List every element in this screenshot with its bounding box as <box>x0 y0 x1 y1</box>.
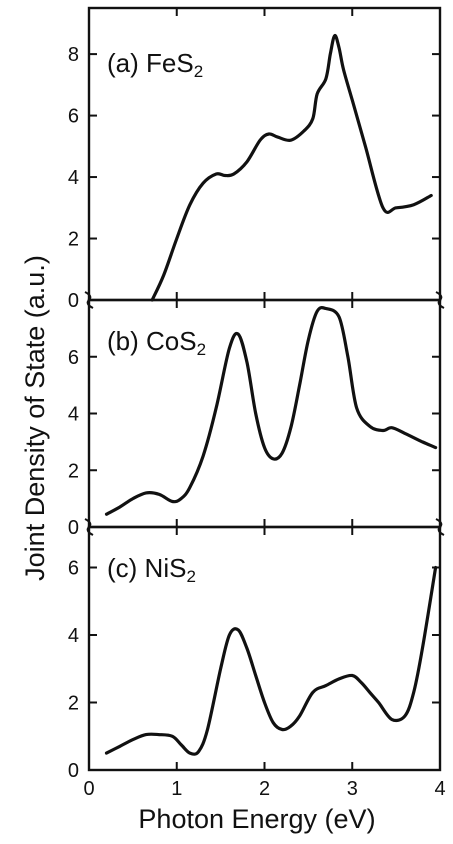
y-tick-label: 0 <box>68 760 79 782</box>
series-line <box>104 565 438 756</box>
axis-break-mark <box>435 291 445 309</box>
y-tick-label: 0 <box>68 517 79 539</box>
panel-label: (a) FeS2 <box>107 48 203 81</box>
panel-label-subscript: 2 <box>186 567 195 586</box>
y-tick-label: 4 <box>68 625 79 647</box>
panel-a: 0 2 4 6 8 (a) FeS2 <box>68 6 442 312</box>
x-tick-label: 2 <box>259 778 270 800</box>
y-tick-label: 6 <box>68 558 79 580</box>
y-tick-label: 4 <box>68 404 79 426</box>
panel-label-subscript: 2 <box>194 62 203 81</box>
panel-c: 0 2 4 6 (c) NiS2 <box>68 525 442 782</box>
x-tick-label: 4 <box>434 778 445 800</box>
y-tick-label: 2 <box>68 693 79 715</box>
axis-break-mark <box>435 518 445 536</box>
y-tick-label: 8 <box>68 44 79 66</box>
x-tick-label: 0 <box>83 778 94 800</box>
panel-b: 0 2 4 6 (b) CoS2 <box>68 298 442 539</box>
x-tick-label: 3 <box>347 778 358 800</box>
x-axis-title: Photon Energy (eV) <box>138 804 375 834</box>
x-tick-label: 1 <box>171 778 182 800</box>
panel-label: (b) CoS2 <box>107 326 206 359</box>
panels-group: 0 2 4 6 8 (a) FeS2 0 2 4 6 (b) CoS2 0 2 4 6 (c) NiS2 0 1 2… <box>68 6 446 800</box>
y-tick-label: 6 <box>68 106 79 128</box>
y-tick-label: 2 <box>68 460 79 482</box>
panel-label: (c) NiS2 <box>107 553 196 586</box>
series-line <box>104 306 438 516</box>
panel-label-subscript: 2 <box>197 340 206 359</box>
y-tick-label: 0 <box>68 290 79 312</box>
y-tick-label: 2 <box>68 229 79 251</box>
y-tick-label: 6 <box>68 347 79 369</box>
axis-break-mark <box>84 291 94 309</box>
y-axis-title: Joint Density of State (a.u.) <box>20 255 50 581</box>
axis-break-mark <box>84 518 94 536</box>
series-line <box>150 34 433 302</box>
y-tick-label: 4 <box>68 167 79 189</box>
